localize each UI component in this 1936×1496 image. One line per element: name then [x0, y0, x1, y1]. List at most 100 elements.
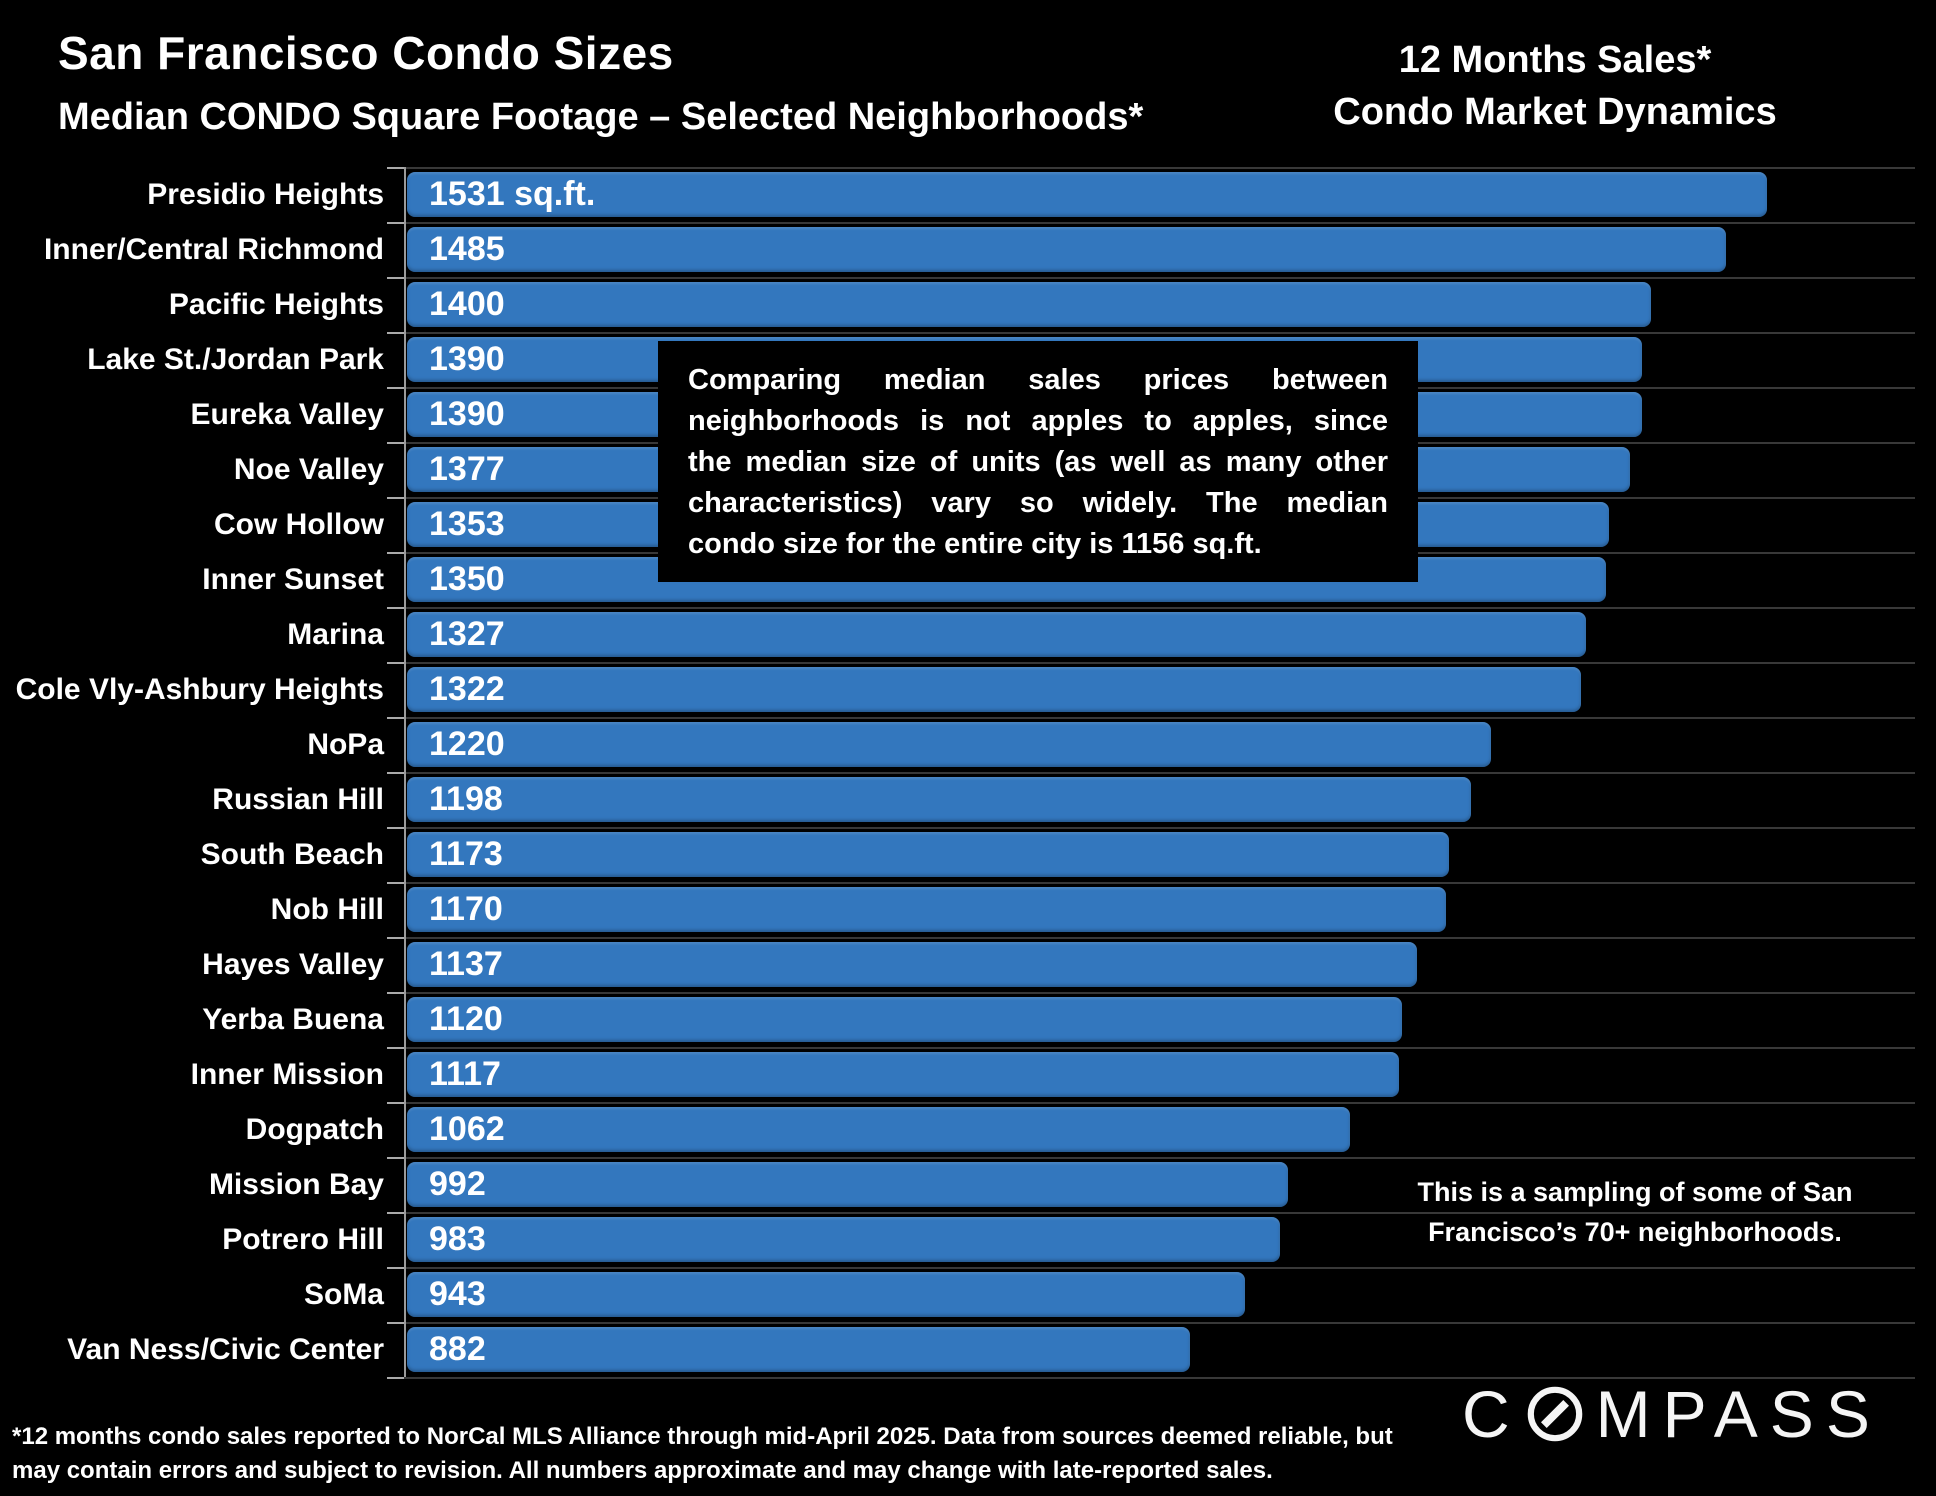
- bar-label: Dogpatch: [245, 1112, 384, 1146]
- axis-tick: [387, 1047, 404, 1049]
- footnote-line: *12 months condo sales reported to NorCa…: [12, 1423, 1393, 1450]
- bar-row: South Beach 1173: [0, 827, 1936, 882]
- bar-track: 1327: [407, 607, 1936, 662]
- axis-tick: [387, 442, 404, 444]
- axis-tick: [387, 1322, 404, 1324]
- bar-row: Nob Hill 1170: [0, 882, 1936, 937]
- overlay-note: Comparing median sales prices between ne…: [658, 341, 1418, 582]
- page-subtitle: Median CONDO Square Footage – Selected N…: [58, 96, 1144, 138]
- bar-track: 1170: [407, 882, 1936, 937]
- bar: 1062: [407, 1107, 1350, 1152]
- bar-row: Pacific Heights 1400: [0, 277, 1936, 332]
- bar-track: 1120: [407, 992, 1936, 1047]
- axis-tick: [387, 662, 404, 664]
- axis-tick: [387, 1267, 404, 1269]
- bar: 882: [407, 1327, 1190, 1372]
- bar-value: 882: [429, 1330, 486, 1368]
- bar-value: 983: [429, 1220, 486, 1258]
- header-right-line1: 12 Months Sales*: [1398, 39, 1712, 81]
- bar-track: 943: [407, 1267, 1936, 1322]
- overlay-note-line: Comparing median sales prices between: [688, 364, 1388, 396]
- bar-track: 983: [407, 1212, 1936, 1267]
- bar-label: Hayes Valley: [202, 947, 384, 981]
- page-title: San Francisco Condo Sizes: [58, 27, 674, 79]
- bar-value: 1390: [429, 395, 505, 433]
- bar-value: 1400: [429, 285, 505, 323]
- footnote-line: may contain errors and subject to revisi…: [12, 1457, 1273, 1484]
- bar-label: Inner Mission: [190, 1057, 384, 1091]
- bar-value: 1485: [429, 230, 505, 268]
- bar-track: 1173: [407, 827, 1936, 882]
- bar-row: Presidio Heights 1531 sq.ft.: [0, 167, 1936, 222]
- bar-row: Marina 1327: [0, 607, 1936, 662]
- bar-label: Pacific Heights: [168, 287, 384, 321]
- axis-tick: [387, 937, 404, 939]
- bar: 1485: [407, 227, 1726, 272]
- bar: 1120: [407, 997, 1402, 1042]
- bar-track: 1198: [407, 772, 1936, 827]
- bar-row: Russian Hill 1198: [0, 772, 1936, 827]
- compass-o-icon: [1527, 1386, 1582, 1442]
- bar: 983: [407, 1217, 1280, 1262]
- bar-track: 882: [407, 1322, 1936, 1377]
- bar: 943: [407, 1272, 1245, 1317]
- bar-label: Presidio Heights: [147, 177, 384, 211]
- bar-track: 1137: [407, 937, 1936, 992]
- bar-row: Inner Mission 1117: [0, 1047, 1936, 1102]
- footnote: *12 months condo sales reported to NorCa…: [12, 1420, 1512, 1488]
- gridline: [404, 717, 1915, 719]
- header-right: 12 Months Sales* Condo Market Dynamics: [1270, 34, 1840, 138]
- overlay-note-line: the median size of units (as well as man…: [688, 446, 1388, 478]
- bar: 1220: [407, 722, 1491, 767]
- axis-tick: [387, 882, 404, 884]
- bar-row: Potrero Hill 983: [0, 1212, 1936, 1267]
- bar-label: Inner/Central Richmond: [43, 232, 384, 266]
- bar-row: Dogpatch 1062: [0, 1102, 1936, 1157]
- bar-label: Nob Hill: [270, 892, 384, 926]
- sampling-note-line: This is a sampling of some of San: [1417, 1177, 1853, 1207]
- axis-tick: [387, 607, 404, 609]
- bar-value: 1062: [429, 1110, 505, 1148]
- bar-row: Van Ness/Civic Center 882: [0, 1322, 1936, 1377]
- bar-value: 1353: [429, 505, 505, 543]
- sampling-note: This is a sampling of some of San Franci…: [1385, 1172, 1885, 1252]
- compass-logo-text-right: MPASS: [1595, 1377, 1882, 1451]
- axis-tick: [387, 387, 404, 389]
- axis-tick: [387, 332, 404, 334]
- gridline: [404, 1267, 1915, 1269]
- gridline: [404, 1377, 1915, 1379]
- bar-row: Cole Vly-Ashbury Heights 1322: [0, 662, 1936, 717]
- bar-value: 1137: [429, 945, 503, 983]
- bar-label: NoPa: [307, 727, 384, 761]
- bar-label: Cow Hollow: [214, 507, 384, 541]
- gridline: [404, 332, 1915, 334]
- bar-row: Hayes Valley 1137: [0, 937, 1936, 992]
- gridline: [404, 167, 1915, 169]
- header-right-line2: Condo Market Dynamics: [1333, 91, 1777, 133]
- axis-tick: [387, 1102, 404, 1104]
- bar-label: Mission Bay: [208, 1167, 384, 1201]
- bar-label: Van Ness/Civic Center: [67, 1332, 384, 1366]
- overlay-note-line: neighborhoods is not apples to apples, s…: [688, 405, 1388, 437]
- axis-tick: [387, 222, 404, 224]
- bar-value: 1120: [429, 1000, 503, 1038]
- bar-rows: Presidio Heights 1531 sq.ft. Inner/Central…: [0, 167, 1936, 1377]
- gridline: [404, 937, 1915, 939]
- bar-value: 1377: [429, 450, 505, 488]
- gridline: [404, 1157, 1915, 1159]
- gridline: [404, 1322, 1915, 1324]
- gridline: [404, 772, 1915, 774]
- axis-tick: [387, 277, 404, 279]
- bar: 1117: [407, 1052, 1399, 1097]
- gridline: [404, 992, 1915, 994]
- bar-value: 1322: [429, 670, 505, 708]
- bar-track: 1322: [407, 662, 1936, 717]
- gridline: [404, 882, 1915, 884]
- bar: 1400: [407, 282, 1651, 327]
- bar-value: 992: [429, 1165, 486, 1203]
- axis-tick: [387, 717, 404, 719]
- bar-value: 1170: [429, 890, 503, 928]
- axis-tick: [387, 827, 404, 829]
- y-axis-line: [404, 167, 406, 1377]
